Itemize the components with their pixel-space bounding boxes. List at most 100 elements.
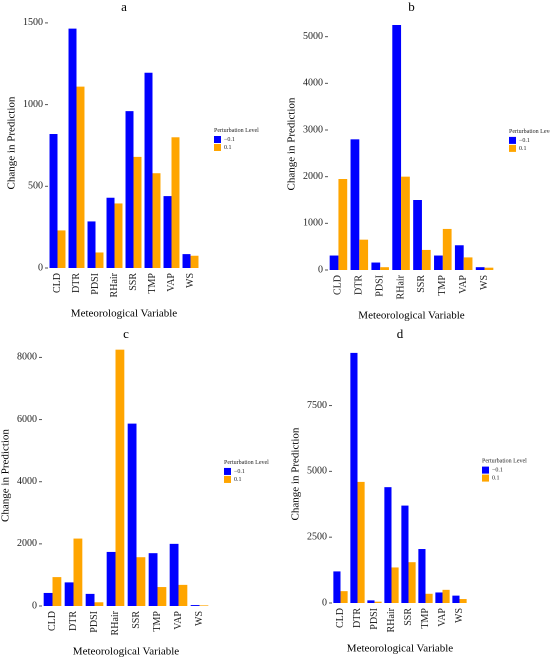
x-tick-label: DTR bbox=[68, 611, 79, 631]
bar bbox=[371, 262, 381, 270]
y-tick-label: 0 bbox=[318, 264, 323, 275]
y-tick-label: 6000 bbox=[17, 414, 37, 425]
legend-swatch bbox=[482, 466, 489, 474]
bar bbox=[115, 349, 125, 606]
bar bbox=[178, 584, 188, 606]
legend-swatch bbox=[482, 474, 489, 482]
y-axis-title: Change in Prediction bbox=[290, 427, 302, 520]
chart-title: a bbox=[121, 0, 127, 14]
bar bbox=[95, 252, 104, 268]
legend-swatch bbox=[214, 144, 221, 151]
legend-swatch bbox=[224, 475, 231, 483]
bar bbox=[380, 267, 389, 270]
x-tick-label: SSR bbox=[131, 611, 142, 629]
bar bbox=[421, 249, 431, 270]
bar bbox=[68, 28, 77, 269]
y-tick-label: 0 bbox=[38, 262, 43, 273]
bar bbox=[413, 200, 422, 270]
y-tick-label: 2000 bbox=[303, 171, 323, 182]
chart-title: b bbox=[408, 0, 415, 14]
bar bbox=[452, 595, 460, 603]
bar bbox=[367, 600, 375, 603]
chart-title: d bbox=[397, 326, 404, 341]
bar bbox=[182, 254, 191, 268]
bar bbox=[435, 592, 443, 603]
x-tick-label: TMP bbox=[147, 273, 158, 294]
y-tick-label: 2500 bbox=[307, 531, 327, 542]
x-tick-label: TMP bbox=[152, 611, 163, 632]
bar bbox=[125, 111, 134, 268]
x-tick-label: WS bbox=[185, 273, 196, 288]
x-tick-label: SSR bbox=[403, 608, 414, 626]
bar bbox=[459, 599, 467, 603]
y-axis-title: Change in Prediction bbox=[6, 96, 18, 189]
bar bbox=[329, 255, 339, 270]
x-tick-label: TMP bbox=[437, 275, 448, 296]
x-tick-label: RHair bbox=[110, 610, 121, 635]
bar bbox=[106, 197, 115, 268]
bar bbox=[171, 137, 180, 268]
y-tick-label: 1000 bbox=[23, 99, 43, 110]
bar bbox=[333, 571, 341, 603]
bar bbox=[136, 557, 146, 606]
y-tick-label: 1500 bbox=[23, 17, 43, 28]
x-tick-label: CLD bbox=[52, 273, 63, 293]
bar bbox=[463, 257, 473, 270]
bar bbox=[357, 481, 365, 603]
bar bbox=[401, 505, 409, 603]
x-tick-label: RHair bbox=[109, 272, 120, 297]
bar bbox=[190, 255, 199, 268]
bar bbox=[127, 423, 137, 606]
bar bbox=[64, 582, 74, 606]
x-tick-label: VAP bbox=[437, 608, 448, 627]
bar bbox=[392, 25, 402, 270]
x-tick-label: VAP bbox=[166, 273, 177, 292]
legend-title: Perturbation Level bbox=[509, 129, 550, 135]
y-tick-label: 4000 bbox=[303, 78, 323, 89]
x-tick-label: WS bbox=[194, 611, 205, 626]
bar bbox=[475, 267, 485, 270]
bar bbox=[157, 587, 167, 606]
bar bbox=[425, 593, 433, 603]
legend-swatch bbox=[509, 144, 516, 152]
bar bbox=[152, 173, 161, 268]
x-tick-label: RHair bbox=[386, 607, 397, 632]
bar bbox=[199, 605, 209, 606]
bar bbox=[408, 562, 416, 603]
y-tick-label: 7500 bbox=[307, 400, 327, 411]
x-tick-label: DTR bbox=[352, 608, 363, 628]
bar bbox=[52, 577, 62, 606]
bar bbox=[133, 156, 142, 268]
bar bbox=[484, 267, 494, 270]
x-tick-label: CLD bbox=[333, 275, 344, 295]
y-tick-label: 5000 bbox=[307, 466, 327, 477]
y-tick-label: 8000 bbox=[17, 352, 37, 363]
legend-label: 0.1 bbox=[492, 475, 500, 481]
y-axis-title: Change in Prediction bbox=[0, 429, 12, 522]
chart-title: c bbox=[123, 326, 129, 341]
x-axis-title: Meteorological Variable bbox=[358, 310, 465, 322]
bar bbox=[384, 487, 392, 603]
bar bbox=[359, 239, 369, 270]
bar bbox=[340, 591, 348, 603]
y-tick-label: 0 bbox=[322, 597, 327, 608]
bar bbox=[148, 553, 158, 606]
legend-label: −0.1 bbox=[519, 138, 530, 144]
x-tick-label: PDSI bbox=[89, 611, 100, 633]
legend-label: −0.1 bbox=[224, 137, 235, 143]
x-tick-label: CLD bbox=[47, 611, 58, 631]
legend-swatch bbox=[214, 136, 221, 143]
x-tick-label: RHair bbox=[395, 274, 406, 299]
x-tick-label: DTR bbox=[354, 275, 365, 295]
bar bbox=[169, 543, 179, 606]
x-tick-label: SSR bbox=[416, 275, 427, 293]
bar bbox=[391, 567, 399, 603]
y-tick-label: 0 bbox=[32, 600, 37, 611]
bar bbox=[73, 538, 83, 606]
bar bbox=[338, 179, 348, 270]
x-tick-label: TMP bbox=[420, 608, 431, 629]
x-axis-title: Meteorological Variable bbox=[347, 643, 454, 655]
bar bbox=[454, 245, 464, 270]
bar bbox=[114, 203, 123, 268]
